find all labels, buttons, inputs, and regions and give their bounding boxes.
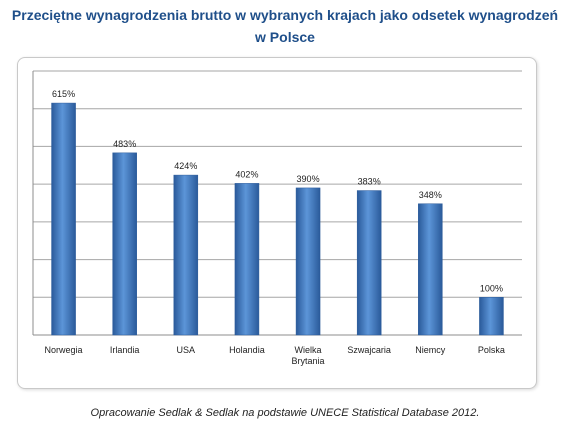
bar: [234, 183, 260, 336]
category-label: Szwajcaria: [347, 345, 391, 355]
chart-title-line-1: Przeciętne wynagrodzenia brutto w wybran…: [11, 7, 559, 23]
chart-frame: [17, 57, 537, 389]
data-label: 424%: [174, 161, 197, 171]
data-label: 383%: [358, 177, 381, 187]
chart-title-line-2: w Polsce: [255, 29, 315, 45]
data-label: 100%: [480, 283, 503, 293]
bar: [356, 190, 382, 336]
category-label: Niemcy: [415, 345, 446, 355]
source-note: Opracowanie Sedlak & Sedlak na podstawie…: [90, 407, 480, 419]
category-label: Irlandia: [110, 345, 140, 355]
category-label: Wielka Brytania: [292, 345, 325, 366]
bar: [112, 152, 137, 336]
category-label: Norwegia: [45, 345, 83, 355]
bar: [173, 174, 199, 336]
bar: [51, 102, 76, 336]
bar: [479, 297, 504, 336]
data-label: 483%: [113, 139, 136, 149]
data-label: 402%: [235, 169, 258, 179]
data-label: 390%: [297, 174, 320, 184]
category-label: Polska: [478, 345, 505, 355]
category-label: Holandia: [229, 345, 265, 355]
bar: [418, 203, 443, 336]
bar: [295, 187, 321, 336]
category-label: USA: [177, 345, 196, 355]
chart-title: Przeciętne wynagrodzenia brutto w wybran…: [0, 4, 570, 48]
data-label: 615%: [52, 89, 75, 99]
data-label: 348%: [419, 190, 442, 200]
